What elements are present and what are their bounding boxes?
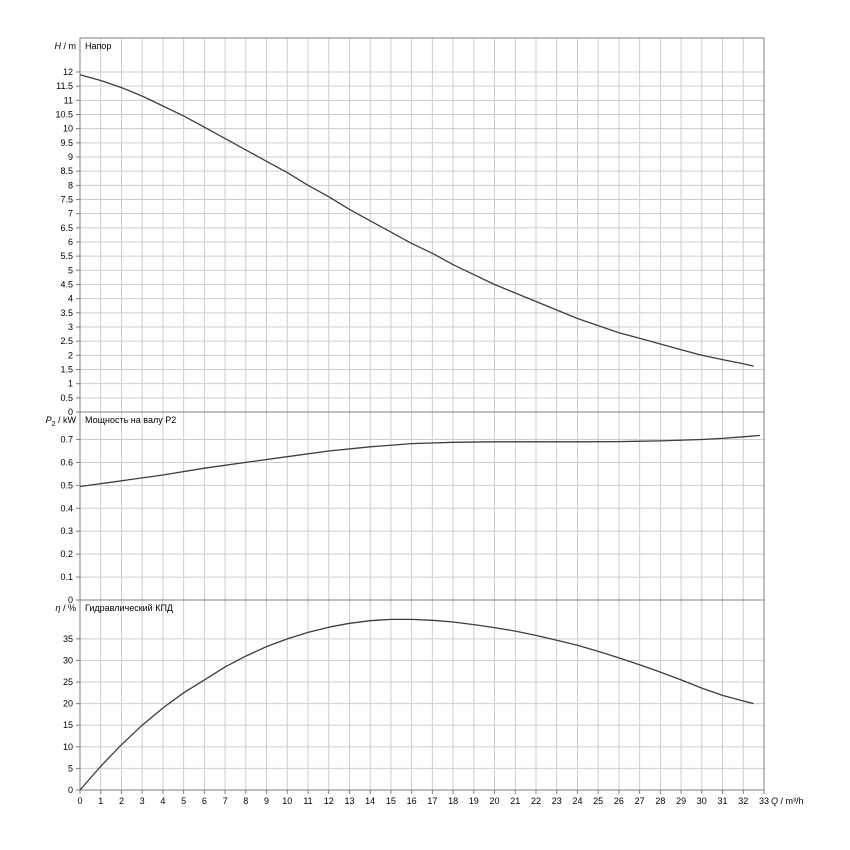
x-tick-label: 22 — [531, 796, 541, 806]
head-ytick-label: 9 — [68, 152, 73, 162]
x-tick-label: 28 — [655, 796, 665, 806]
head-ytick-label: 6 — [68, 237, 73, 247]
x-tick-label: 25 — [593, 796, 603, 806]
head-ytick-label: 7.5 — [60, 195, 73, 205]
x-tick-label: 7 — [223, 796, 228, 806]
head-ytick-label: 1 — [68, 379, 73, 389]
head-curve — [79, 74, 754, 367]
efficiency-ytick-label: 25 — [63, 677, 73, 687]
head-ytick-label: 8 — [68, 180, 73, 190]
head-ytick-label: 11.5 — [56, 81, 73, 91]
x-tick-label: 9 — [264, 796, 269, 806]
efficiency-ytick-label: 5 — [68, 763, 73, 773]
head-ytick-label: 4 — [68, 294, 73, 304]
x-tick-label: 29 — [676, 796, 686, 806]
x-tick-label: 18 — [448, 796, 458, 806]
x-tick-label: 10 — [282, 796, 292, 806]
power-ytick-label: 0.6 — [60, 457, 73, 467]
efficiency-ytick-label: 35 — [63, 634, 73, 644]
efficiency-ytick-label: 20 — [63, 699, 73, 709]
power-ytick-label: 0.2 — [60, 549, 73, 559]
head-ytick-labels: 00.511.522.533.544.555.566.577.588.599.5… — [55, 67, 80, 417]
x-tick-label: 19 — [469, 796, 479, 806]
x-tick-label: 4 — [160, 796, 165, 806]
head-ytick-label: 3.5 — [60, 308, 73, 318]
head-ytick-label: 5 — [68, 265, 73, 275]
x-tick-label: 23 — [552, 796, 562, 806]
x-tick-label: 30 — [697, 796, 707, 806]
head-ytick-label: 1.5 — [60, 365, 73, 375]
x-tick-label: 16 — [407, 796, 417, 806]
x-tick-label: 3 — [140, 796, 145, 806]
head-ytick-label: 5.5 — [60, 251, 73, 261]
x-tick-label: 32 — [738, 796, 748, 806]
x-tick-label: 26 — [614, 796, 624, 806]
head-ytick-label: 6.5 — [60, 223, 73, 233]
power-ytick-label: 0.1 — [60, 572, 73, 582]
x-tick-label: 17 — [427, 796, 437, 806]
efficiency-panel-border — [79, 599, 765, 791]
power-ytick-label: 0 — [68, 595, 73, 605]
efficiency-ytick-labels: 0 5 10 15 20 25 30 35 — [63, 634, 80, 795]
x-tick-label: 8 — [243, 796, 248, 806]
x-tick-label: 31 — [718, 796, 728, 806]
head-ytick-label: 7 — [68, 209, 73, 219]
efficiency-gridlines — [79, 600, 765, 791]
head-ytick-label: 11 — [64, 95, 73, 105]
efficiency-curve — [79, 618, 754, 791]
x-tick-label: 20 — [490, 796, 500, 806]
head-ytick-label: 4.5 — [60, 280, 73, 290]
power-curve — [79, 434, 760, 488]
power-ytick-label: 0.7 — [60, 435, 73, 445]
x-tick-label: 1 — [98, 796, 103, 806]
head-ytick-label: 2 — [68, 350, 73, 360]
x-tick-label: 6 — [202, 796, 207, 806]
x-tick-labels: 0 1 2 3 4 5 6 7 8 9 10 11 12 13 14 15 16 17 18 19 20 21 22 23 24… — [77, 790, 769, 806]
x-tick-label: 12 — [324, 796, 334, 806]
x-tick-label: 13 — [344, 796, 354, 806]
head-ytick-label: 12 — [63, 67, 73, 77]
head-ytick-label: 8.5 — [60, 166, 73, 176]
x-tick-label: 27 — [635, 796, 645, 806]
x-tick-label: 24 — [572, 796, 582, 806]
head-ytick-label: 0.5 — [60, 393, 73, 403]
x-tick-label: 14 — [365, 796, 375, 806]
head-ytick-label: 10.5 — [55, 110, 73, 120]
x-tick-label: 15 — [386, 796, 396, 806]
power-ytick-label: 0.5 — [60, 480, 73, 490]
x-tick-label: 33 — [759, 796, 769, 806]
power-gridlines — [79, 412, 765, 601]
x-tick-label: 2 — [119, 796, 124, 806]
x-tick-label: 0 — [77, 796, 82, 806]
x-tick-label: 11 — [303, 796, 312, 806]
head-ytick-label: 2.5 — [60, 336, 73, 346]
head-ytick-label: 10 — [63, 124, 73, 134]
efficiency-ytick-label: 30 — [63, 655, 73, 665]
head-ytick-label: 0 — [68, 407, 73, 417]
efficiency-ytick-label: 0 — [68, 785, 73, 795]
efficiency-ytick-label: 10 — [63, 742, 73, 752]
power-panel-border — [79, 411, 765, 601]
power-ytick-labels: 0 0.1 0.2 0.3 0.4 0.5 0.6 0.7 — [60, 435, 80, 605]
x-tick-label: 21 — [510, 796, 520, 806]
head-ytick-label: 3 — [68, 322, 73, 332]
efficiency-ytick-label: 15 — [63, 720, 73, 730]
power-ytick-label: 0.4 — [60, 503, 73, 513]
head-gridlines — [79, 38, 765, 413]
x-tick-label: 5 — [181, 796, 186, 806]
head-ytick-label: 9.5 — [60, 138, 73, 148]
head-panel-border — [79, 37, 765, 413]
power-ytick-label: 0.3 — [60, 526, 73, 536]
